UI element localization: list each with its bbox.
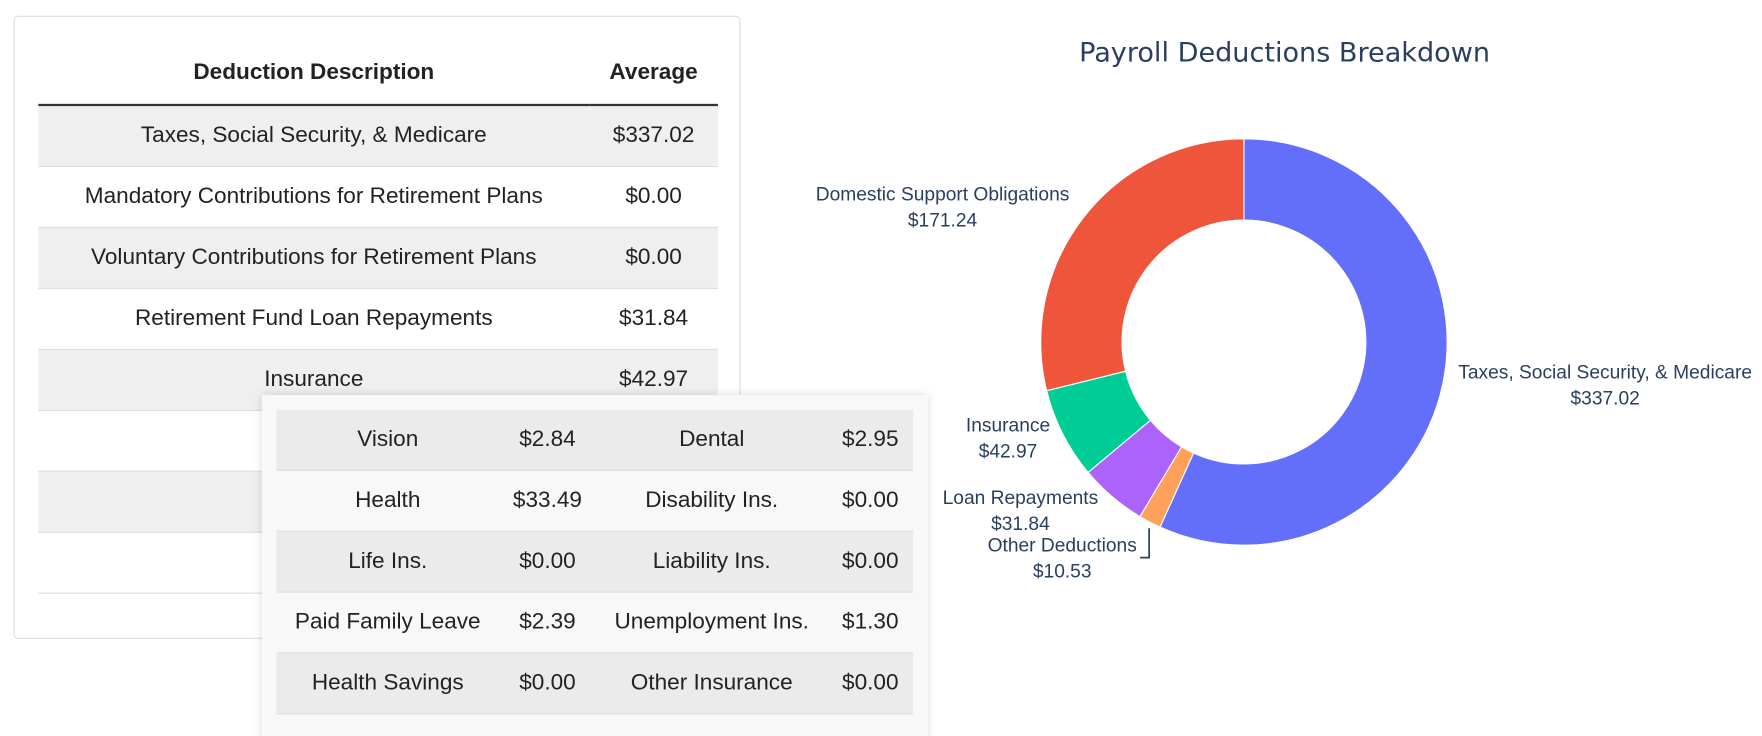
insurance-name: Paid Family Leave — [276, 592, 499, 654]
header-cell: Deduction Description — [38, 40, 590, 107]
insurance-table: Vision $2.84 Dental $2.95 Health $33.49 Disabi… — [276, 409, 914, 715]
donut-slice — [1159, 138, 1448, 546]
insurance-amount: $0.00 — [827, 470, 914, 532]
slice-label: Taxes, Social Security, & Medicare — [1458, 363, 1752, 384]
insurance-name: Unemployment Ins. — [596, 592, 828, 654]
table-card: Deduction Description Average Taxes, Soci… — [13, 15, 741, 639]
description-cell: Retirement Fund Loan Repayments — [38, 288, 590, 350]
insurance-amount: $0.00 — [827, 653, 914, 715]
insurance-body: Vision $2.84 Dental $2.95 Health $33.49 Disabi… — [276, 409, 914, 715]
insurance-name: Life Ins. — [276, 531, 499, 593]
table-row: Voluntary Contributions for Retirement P… — [38, 227, 718, 289]
description-cell: Taxes, Social Security, & Medicare — [38, 104, 590, 168]
insurance-popup: Vision $2.84 Dental $2.95 Health $33.49 Disabi… — [261, 395, 928, 736]
header-row: Deduction Description Average — [38, 40, 718, 107]
insurance-amount: $0.00 — [827, 531, 914, 593]
table-row: Mandatory Contributions for Retirement P… — [38, 166, 718, 229]
insurance-name: Health — [276, 470, 499, 532]
insurance-amount: $0.00 — [498, 653, 597, 715]
insurance-amount: $0.00 — [498, 531, 597, 593]
average-cell: $31.84 — [589, 288, 718, 350]
slice-value: $31.84 — [991, 514, 1050, 535]
insurance-row: Vision $2.84 Dental $2.95 — [276, 409, 914, 471]
slice-label: Domestic Support Obligations — [816, 184, 1070, 205]
insurance-name: Other Insurance — [596, 653, 828, 715]
slice-value: $42.97 — [979, 442, 1038, 463]
insurance-row: Health $33.49 Disability Ins. $0.00 — [276, 470, 914, 532]
insurance-amount: $1.30 — [827, 592, 914, 654]
table-row: Taxes, Social Security, & Medicare $337.0… — [38, 104, 718, 168]
insurance-row: Paid Family Leave $2.39 Unemployment Ins. $… — [276, 592, 914, 654]
slice-value: $337.02 — [1570, 389, 1639, 410]
insurance-amount: $33.49 — [498, 470, 597, 532]
table-row: Retirement Fund Loan Repayments $31.84 — [38, 288, 718, 350]
slice-label: Other Deductions — [988, 535, 1137, 556]
insurance-amount: $2.84 — [498, 409, 597, 471]
insurance-row: Health Savings $0.00 Other Insurance $0.00 — [276, 653, 914, 715]
slice-value: $171.24 — [908, 210, 978, 231]
insurance-amount: $2.39 — [498, 592, 597, 654]
average-cell: $0.00 — [589, 166, 718, 229]
slice-value: $10.53 — [1033, 561, 1092, 582]
header-cell: Average — [589, 40, 718, 107]
slice-label: Loan Repayments — [943, 488, 1099, 509]
description-cell: Voluntary Contributions for Retirement P… — [38, 227, 590, 289]
chart-title: Payroll Deductions Breakdown — [1079, 38, 1490, 69]
slice-label: Insurance — [966, 416, 1050, 437]
insurance-name: Vision — [276, 409, 499, 471]
leader-line — [1140, 528, 1150, 559]
description-cell: Mandatory Contributions for Retirement P… — [38, 166, 590, 229]
insurance-name: Liability Ins. — [596, 531, 828, 593]
insurance-name: Disability Ins. — [596, 470, 828, 532]
insurance-row: Life Ins. $0.00 Liability Ins. $0.00 — [276, 531, 914, 593]
insurance-amount: $2.95 — [827, 409, 914, 471]
average-cell: $0.00 — [589, 227, 718, 289]
donut-slice — [1040, 138, 1245, 392]
insurance-name: Dental — [596, 409, 828, 471]
insurance-name: Health Savings — [276, 653, 499, 715]
average-cell: $337.02 — [589, 104, 718, 168]
donut-chart: Payroll Deductions Breakdown Taxes, Soci… — [816, 38, 1752, 583]
